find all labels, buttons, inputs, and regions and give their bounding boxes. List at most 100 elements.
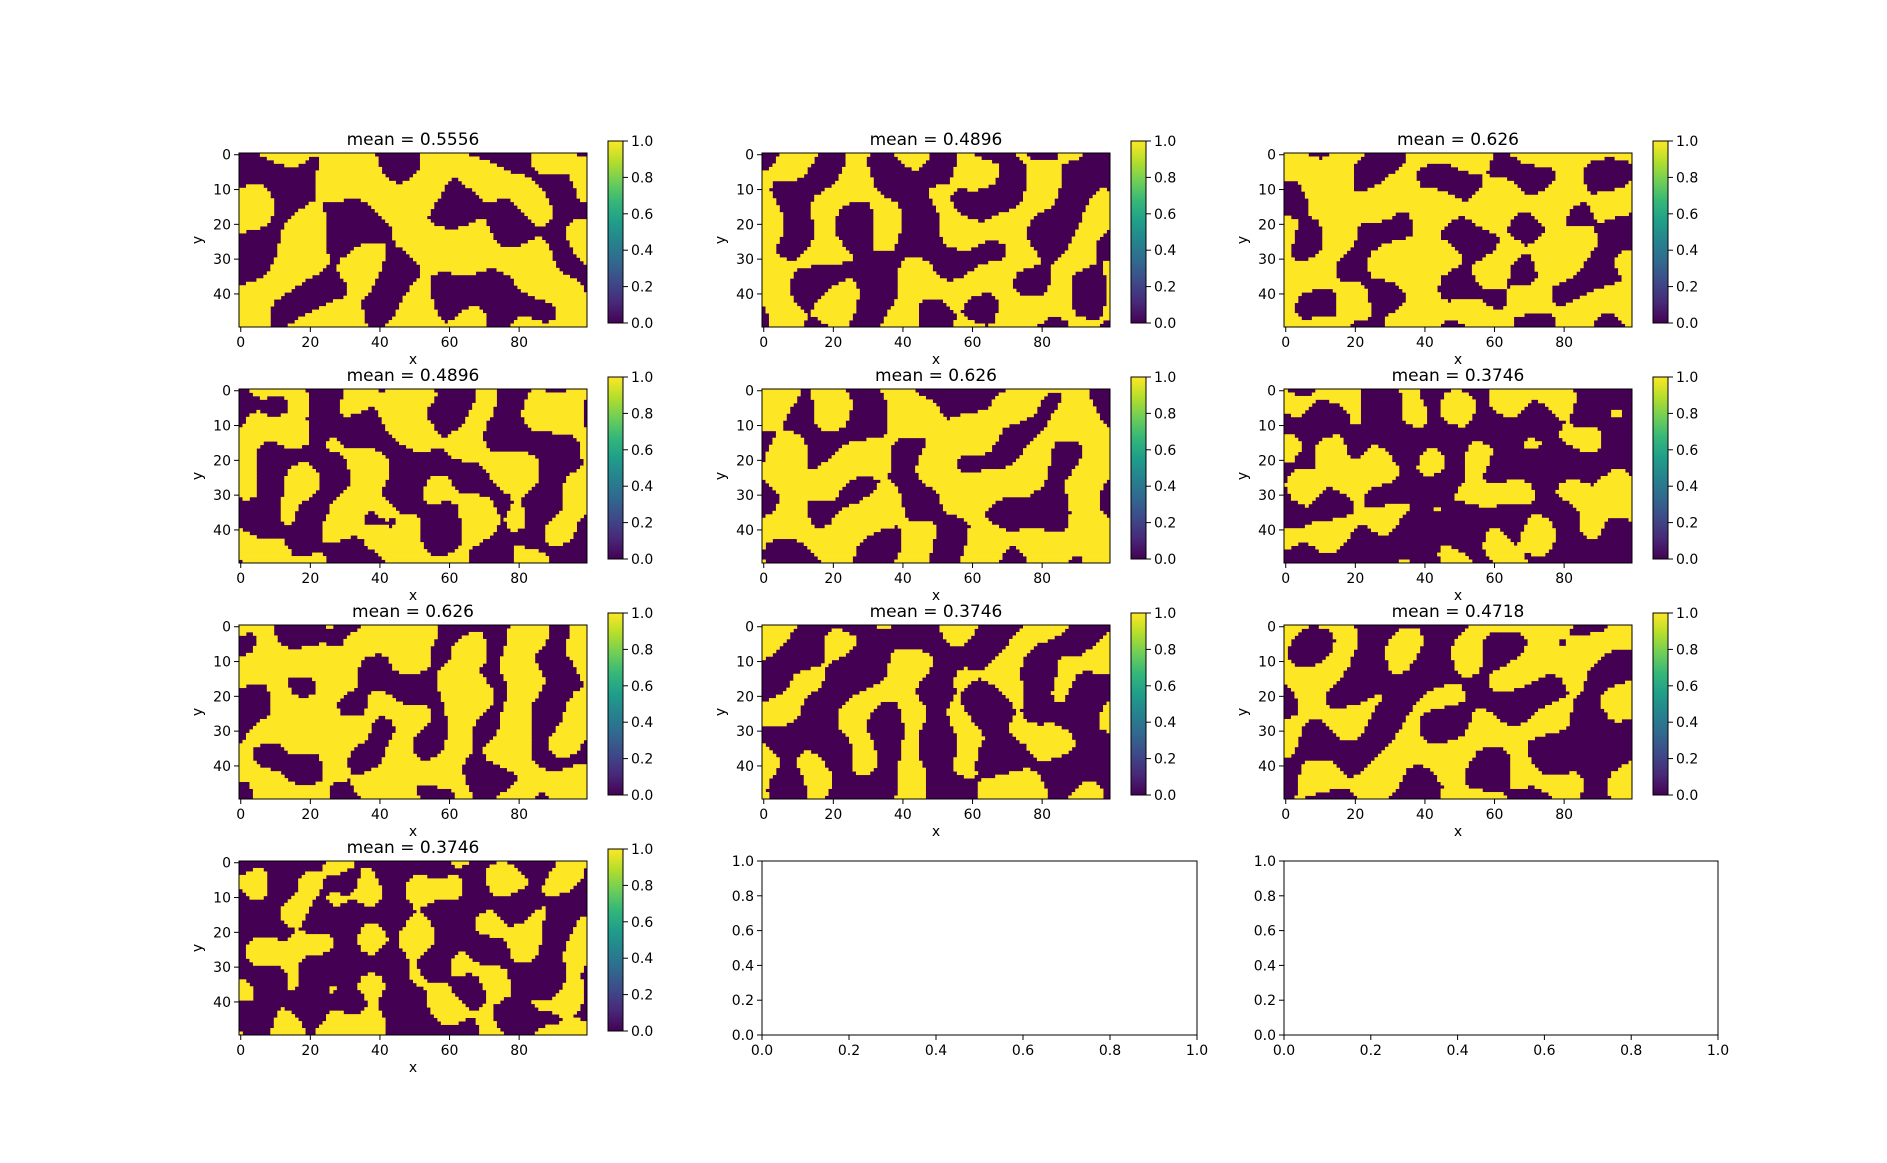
colorbar: 0.00.20.40.60.81.0 (607, 134, 653, 332)
heatmap-cell-run (1628, 760, 1633, 765)
heatmap-cell-run (1308, 208, 1570, 213)
heatmap-cell-run (1082, 215, 1111, 220)
heatmap-cell-run (1301, 771, 1344, 776)
heatmap-cell-run (385, 753, 417, 758)
heatmap-cell-run (566, 975, 581, 980)
heatmap-cell-run (479, 194, 546, 199)
heatmap-cell-run (1464, 732, 1546, 737)
heatmap-cell-run (939, 212, 961, 217)
heatmap-cell-run (1503, 413, 1518, 418)
heatmap-cell-run (1061, 399, 1093, 404)
heatmap-cell-run (510, 951, 539, 956)
heatmap-cell-run (444, 448, 490, 453)
heatmap-cell-run (1297, 778, 1403, 782)
heatmap-cell-run (1492, 250, 1591, 255)
colorbar-tick-label: 0.6 (1154, 207, 1176, 223)
heatmap-cell-run (489, 934, 543, 938)
heatmap-cell-run (298, 878, 323, 883)
heatmap-cell-run (1012, 718, 1027, 723)
y-tick-label: 20 (1258, 689, 1276, 705)
heatmap-cell-run (1524, 528, 1556, 533)
heatmap-cell-run (762, 278, 791, 283)
heatmap-cell-run (513, 278, 577, 283)
heatmap-cell-run (239, 625, 275, 629)
heatmap-cell-run (322, 767, 351, 772)
heatmap-cell-run (249, 729, 372, 734)
heatmap-cell-run (901, 260, 930, 265)
heatmap-cell-run (849, 441, 895, 446)
heatmap-cell-run (555, 861, 588, 865)
heatmap-cell-run (1009, 638, 1048, 643)
heatmap-cell-run (1284, 437, 1299, 442)
heatmap-cell-run (1009, 642, 1038, 647)
heatmap-cell-run (894, 299, 923, 304)
heatmap-cell-run (1492, 687, 1515, 692)
heatmap-cell-run (762, 778, 770, 782)
heatmap-cell-run (995, 656, 1024, 661)
heatmap-cell-run (461, 521, 501, 526)
heatmap-cell-run (1332, 631, 1358, 636)
heatmap-cell-run (486, 469, 539, 473)
heatmap-cell-run (1562, 427, 1598, 432)
heatmap-cell-run (416, 909, 421, 914)
heatmap-cell-run (388, 430, 438, 435)
heatmap-cell-run (1308, 205, 1574, 210)
heatmap-cell-run (1103, 260, 1111, 265)
heatmap-cell-run (956, 739, 982, 744)
y-tick-label: 40 (736, 287, 754, 303)
heatmap-cell-run (1451, 299, 1483, 304)
heatmap-cell-run (800, 670, 826, 675)
heatmap-cell-run (1555, 673, 1588, 678)
heatmap-cell-run (810, 666, 826, 671)
axes-frame (238, 388, 588, 564)
x-tick-label: 0.4 (925, 1043, 947, 1059)
heatmap-cell-run (239, 448, 257, 453)
heatmap-cell-run (762, 781, 770, 786)
heatmap-cell-run (1520, 631, 1570, 636)
heatmap-cell-run (1043, 722, 1055, 727)
heatmap-image (1284, 389, 1633, 564)
heatmap-cell-run (416, 982, 449, 987)
heatmap-cell-run (838, 281, 857, 286)
heatmap-cell-run (1458, 423, 1466, 428)
heatmap-cell-run (1440, 795, 1508, 800)
heatmap-cell-run (503, 677, 546, 682)
heatmap-cell-run (552, 867, 584, 872)
heatmap-cell-run (1402, 395, 1421, 400)
heatmap-cell-run (1002, 649, 1031, 654)
heatmap-cell-run (977, 409, 1038, 414)
heatmap-cell-run (329, 507, 396, 512)
heatmap-cell-run (1534, 712, 1570, 716)
heatmap-cell-run (1618, 253, 1633, 258)
colorbar-tick-label: 0.8 (631, 642, 653, 658)
heatmap-cell-run (1398, 729, 1421, 734)
heatmap-cell-run (353, 788, 417, 793)
heatmap-cell-run (378, 413, 428, 418)
heatmap-cell-run (1005, 250, 1038, 255)
heatmap-cell-run (500, 764, 539, 769)
x-tick-label: 40 (371, 571, 389, 587)
heatmap-cell-run (1524, 524, 1553, 529)
axes-frame (238, 152, 588, 328)
heatmap-cell-run (419, 274, 431, 279)
heatmap-cell-run (814, 198, 892, 203)
heatmap-cell-run (406, 892, 463, 897)
heatmap-cell-run (1611, 469, 1626, 473)
heatmap-cell-run (1050, 271, 1076, 276)
heatmap-cell-run (350, 778, 466, 782)
heatmap-cell-run (322, 771, 351, 776)
heatmap-cell-run (399, 670, 421, 675)
heatmap-cell-run (1451, 649, 1483, 654)
heatmap-cell-run (1082, 448, 1111, 453)
heatmap-cell-run (472, 402, 497, 407)
heatmap-cell-run (762, 399, 798, 404)
heatmap-cell-run (1402, 416, 1428, 421)
heatmap-cell-run (1360, 455, 1393, 459)
heatmap-cell-run (461, 542, 480, 546)
heatmap-cell-run (824, 649, 850, 654)
heatmap-cell-run (513, 958, 532, 963)
heatmap-cell-run (1464, 628, 1570, 633)
heatmap-cell-run (1402, 288, 1438, 293)
y-tick-label: 30 (1258, 488, 1276, 504)
